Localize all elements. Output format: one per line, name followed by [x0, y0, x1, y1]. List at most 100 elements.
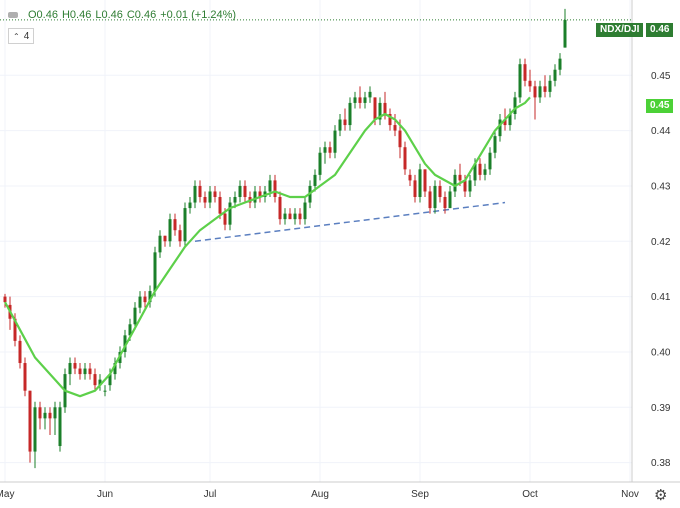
candle — [18, 335, 22, 369]
ma-line — [4, 96, 531, 398]
ohlc-high: H0.46 — [61, 9, 92, 21]
candles — [3, 8, 567, 469]
candle — [368, 86, 372, 103]
candle — [418, 163, 422, 203]
candle — [388, 108, 392, 131]
candle — [523, 58, 527, 87]
candle — [358, 86, 362, 109]
candle — [228, 197, 232, 231]
ohlc-open: O0.46 — [28, 9, 58, 21]
candle — [518, 58, 522, 103]
candle — [38, 401, 42, 430]
candle — [493, 130, 497, 159]
candle — [53, 401, 57, 435]
candle — [133, 302, 137, 330]
candle — [438, 180, 442, 203]
x-tick-label: Jul — [204, 489, 217, 500]
candle — [208, 185, 212, 209]
trendline — [194, 201, 506, 243]
price-axis[interactable]: 0.38 0.39 0.40 0.41 0.42 0.43 0.44 0.45 — [651, 71, 671, 469]
gear-icon[interactable]: ⚙ — [654, 487, 668, 504]
trendline-segment — [194, 201, 506, 243]
candle — [238, 180, 242, 203]
candle — [148, 285, 152, 308]
x-tick-label: May — [0, 489, 14, 500]
candle — [433, 180, 437, 214]
candle — [318, 147, 322, 181]
candle — [538, 80, 542, 103]
candle — [243, 180, 247, 203]
candle — [163, 235, 167, 247]
candle — [83, 363, 87, 380]
x-tick-label: Oct — [522, 489, 538, 500]
y-tick-label: 0.45 — [651, 71, 671, 82]
chevron-up-icon: ⌃ — [13, 31, 20, 41]
candle — [258, 185, 262, 203]
x-tick-label: Nov — [621, 489, 639, 500]
candle — [293, 208, 297, 225]
candle — [278, 191, 282, 225]
candle — [288, 208, 292, 220]
candle — [73, 357, 77, 375]
x-tick-label: Jun — [97, 489, 113, 500]
candle — [403, 141, 407, 175]
candle — [143, 291, 147, 308]
candle — [323, 141, 327, 164]
candle — [103, 385, 107, 397]
candle — [513, 91, 517, 120]
candle — [328, 141, 332, 159]
ohlc-legend: O0.46 H0.46 L0.46 C0.46 +0.01 (+1.24%) — [8, 9, 236, 21]
candle — [488, 147, 492, 175]
candle — [313, 169, 317, 192]
indicator-count: 4 — [23, 30, 30, 42]
x-tick-label: Aug — [311, 489, 329, 500]
candle — [363, 91, 367, 109]
candle — [333, 125, 337, 159]
ohlc-low: L0.46 — [95, 9, 123, 21]
candle — [98, 374, 102, 391]
ma-value-tag: 0.45 — [646, 99, 674, 113]
candle — [543, 75, 547, 98]
candle — [428, 185, 432, 214]
candle — [338, 113, 342, 137]
moving-average — [4, 96, 531, 398]
y-tick-label: 0.38 — [651, 458, 671, 469]
candle — [548, 75, 552, 98]
candle — [343, 108, 347, 131]
candle — [3, 293, 7, 308]
candle — [303, 197, 307, 225]
candle — [483, 163, 487, 181]
candle — [273, 174, 277, 203]
candle — [533, 80, 537, 120]
candle — [188, 197, 192, 214]
candle — [508, 108, 512, 131]
candle — [93, 368, 97, 391]
y-tick-label: 0.40 — [651, 347, 671, 358]
candle — [443, 191, 447, 214]
candle — [88, 363, 92, 380]
time-axis[interactable]: MayJunJulAugSepOctNovDec — [0, 489, 680, 500]
candle — [253, 185, 257, 209]
candle — [193, 180, 197, 209]
y-tick-label: 0.39 — [651, 403, 671, 414]
candle — [198, 180, 202, 203]
indicators-toggle[interactable]: ⌃ 4 — [8, 28, 35, 44]
candle — [173, 213, 177, 236]
candle — [553, 64, 557, 87]
candle — [448, 185, 452, 209]
last-price-tag: 0.46 — [646, 23, 674, 37]
candle — [43, 407, 47, 430]
candle — [413, 174, 417, 203]
y-tick-label: 0.42 — [651, 237, 671, 248]
candle — [348, 97, 352, 131]
candle — [113, 357, 117, 380]
candle — [58, 401, 62, 452]
candle — [283, 208, 287, 225]
candle — [183, 202, 187, 247]
candle — [33, 401, 37, 469]
ohlc-close: C0.46 — [126, 9, 157, 21]
candle — [48, 407, 52, 435]
collapse-icon[interactable] — [8, 12, 18, 18]
y-tick-label: 0.43 — [651, 181, 671, 192]
